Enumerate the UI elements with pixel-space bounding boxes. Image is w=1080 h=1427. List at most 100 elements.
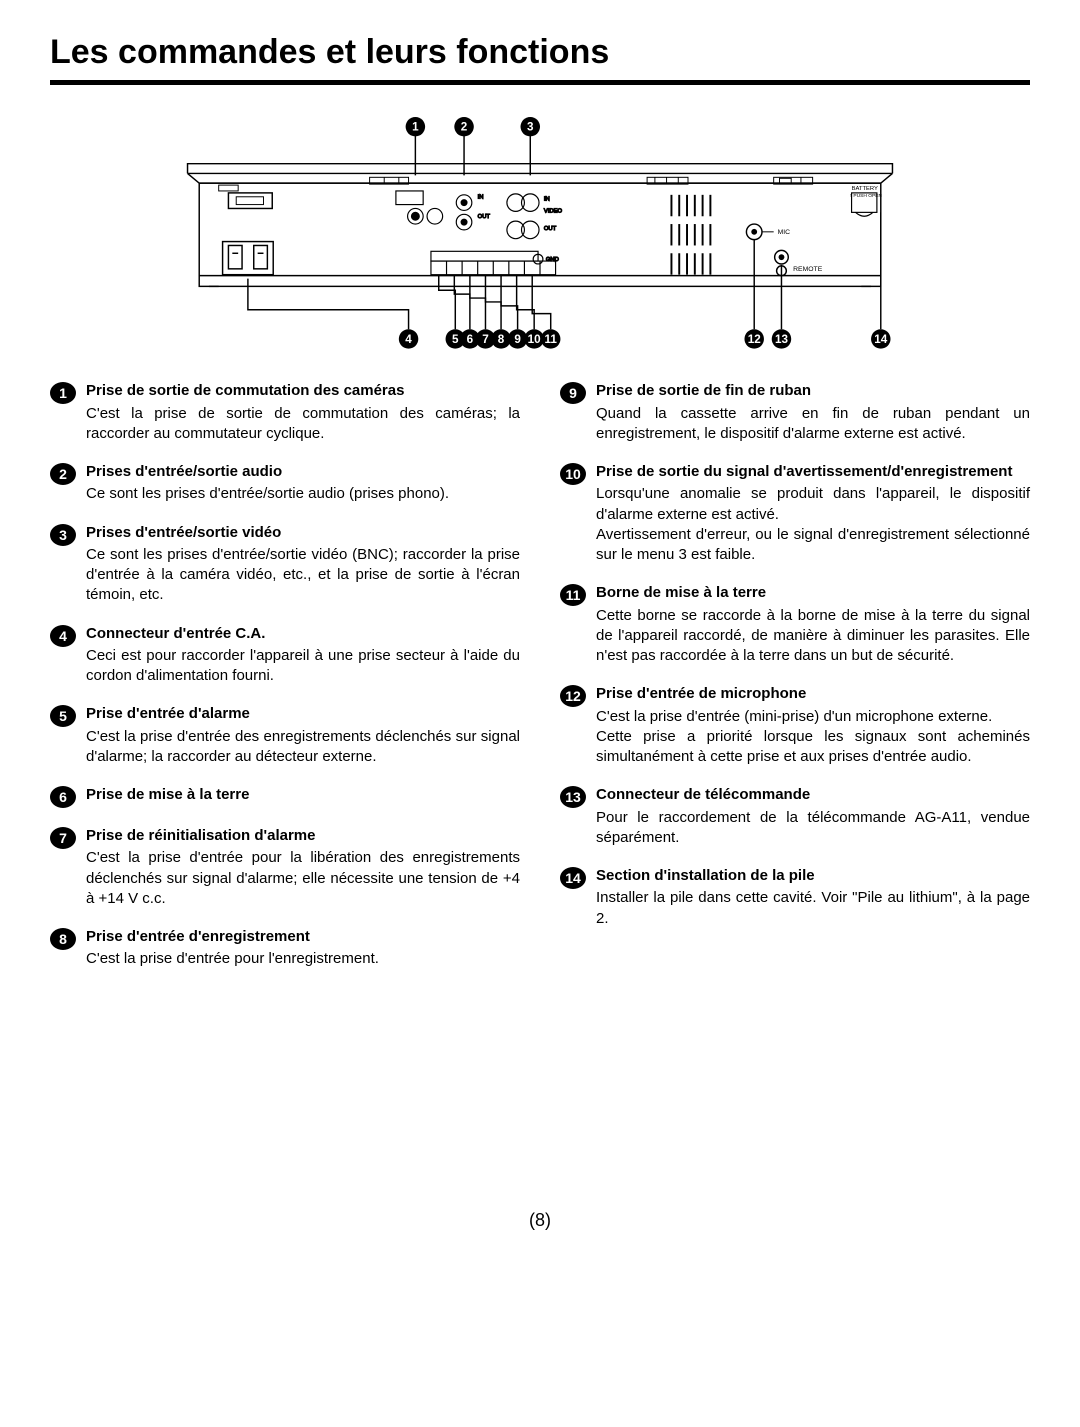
callout-badge: 13 (560, 786, 586, 808)
callout-body: Prise de réinitialisation d'alarmeC'est … (86, 826, 520, 909)
callout-item-9: 9 Prise de sortie de fin de ruban Quand la… (560, 381, 1030, 444)
callout-body: Connecteur d'entrée C.A.Ceci est pour ra… (86, 624, 520, 687)
callout-title: Prises d'entrée/sortie vidéo (86, 523, 520, 543)
callout-item-12: 12 Prise d'entrée de microphone C'est la p… (560, 684, 1030, 767)
svg-text:OUT: OUT (478, 214, 491, 220)
diagram-callout-8: 8 (498, 333, 505, 346)
diagram-callout-13: 13 (775, 333, 788, 346)
callout-badge: 6 (50, 786, 76, 808)
svg-text:OUT: OUT (544, 226, 557, 232)
callout-desc: C'est la prise d'entrée pour l'enregistr… (86, 949, 520, 969)
remote-label: REMOTE (793, 266, 823, 273)
svg-text:GND: GND (546, 257, 559, 263)
callout-title: Prise de sortie de fin de ruban (596, 381, 1030, 401)
callout-badge: 4 (50, 625, 76, 647)
callout-badge: 2 (50, 463, 76, 485)
callout-desc: Lorsqu'une anomalie se produit dans l'ap… (596, 484, 1030, 565)
pushopen-label: ↑ PUSH OPEN (850, 193, 883, 199)
diagram-callout-14: 14 (874, 333, 887, 346)
callout-badge: 3 (50, 524, 76, 546)
callout-title: Prise de réinitialisation d'alarme (86, 826, 520, 846)
callout-title: Prise d'entrée d'enregistrement (86, 927, 520, 947)
description-columns: 1 Prise de sortie de commutation des camé… (50, 381, 1030, 987)
diagram-callout-6: 6 (467, 333, 474, 346)
callout-title: Prise d'entrée d'alarme (86, 704, 520, 724)
battery-label: BATTERY (852, 186, 878, 192)
callout-desc: C'est la prise d'entrée pour la libérati… (86, 848, 520, 909)
callout-body: Prises d'entrée/sortie vidéoCe sont les … (86, 523, 520, 606)
callout-body: Prises d'entrée/sortie audioCe sont les … (86, 462, 520, 505)
callout-title: Prise de sortie du signal d'avertissemen… (596, 462, 1030, 482)
mic-label: MIC (778, 229, 791, 236)
callout-item-7: 7 Prise de réinitialisation d'alarmeC'est… (50, 826, 520, 909)
diagram-callout-7: 7 (482, 333, 489, 346)
callout-item-6: 6 Prise de mise à la terre (50, 785, 520, 808)
page-title: Les commandes et leurs fonctions (50, 30, 1030, 85)
callout-desc: C'est la prise d'entrée des enregistreme… (86, 727, 520, 768)
callout-desc: Pour le raccordement de la télécommande … (596, 808, 1030, 849)
callout-desc: C'est la prise d'entrée (mini-prise) d'u… (596, 707, 1030, 768)
callout-item-8: 8 Prise d'entrée d'enregistrementC'est la… (50, 927, 520, 970)
callout-desc: Ce sont les prises d'entrée/sortie vidéo… (86, 545, 520, 606)
callout-title: Prise de sortie de commutation des camér… (86, 381, 520, 401)
callout-badge: 8 (50, 928, 76, 950)
diagram-callout-11: 11 (545, 333, 558, 346)
diagram-callout-1: 1 (412, 120, 419, 133)
callout-desc: Installer la pile dans cette cavité. Voi… (596, 888, 1030, 929)
svg-text:VIDEO: VIDEO (544, 208, 563, 214)
callout-body: Prise de sortie de fin de ruban Quand la … (596, 381, 1030, 444)
callout-item-14: 14 Section d'installation de la pileInsta… (560, 866, 1030, 929)
callout-title: Section d'installation de la pile (596, 866, 1030, 886)
diagram-callout-5: 5 (452, 333, 459, 346)
callout-item-5: 5 Prise d'entrée d'alarme C'est la prise d… (50, 704, 520, 767)
callout-badge: 7 (50, 827, 76, 849)
callout-title: Connecteur de télécommande (596, 785, 1030, 805)
callout-title: Connecteur d'entrée C.A. (86, 624, 520, 644)
callout-body: Prise de mise à la terre (86, 785, 520, 808)
callout-item-1: 1 Prise de sortie de commutation des camé… (50, 381, 520, 444)
callout-desc: Ce sont les prises d'entrée/sortie audio… (86, 484, 520, 504)
page-number: (8) (50, 1208, 1030, 1232)
callout-badge: 1 (50, 382, 76, 404)
callout-item-10: 10 Prise de sortie du signal d'avertissem… (560, 462, 1030, 565)
callout-badge: 11 (560, 584, 586, 606)
callout-title: Prise de mise à la terre (86, 785, 520, 805)
callout-title: Prise d'entrée de microphone (596, 684, 1030, 704)
svg-text:IN: IN (544, 197, 550, 203)
callout-body: Borne de mise à la terre Cette borne se r… (596, 583, 1030, 666)
callout-item-11: 11 Borne de mise à la terre Cette borne se… (560, 583, 1030, 666)
callout-title: Borne de mise à la terre (596, 583, 1030, 603)
callout-badge: 5 (50, 705, 76, 727)
callout-item-4: 4 Connecteur d'entrée C.A.Ceci est pour r… (50, 624, 520, 687)
callout-item-13: 13 Connecteur de télécommande Pour le racc… (560, 785, 1030, 848)
callout-body: Connecteur de télécommande Pour le raccor… (596, 785, 1030, 848)
callout-body: Prise de sortie du signal d'avertissemen… (596, 462, 1030, 565)
callout-body: Prise d'entrée d'enregistrementC'est la … (86, 927, 520, 970)
callout-item-3: 3 Prises d'entrée/sortie vidéoCe sont les… (50, 523, 520, 606)
left-column: 1 Prise de sortie de commutation des camé… (50, 381, 520, 987)
callout-badge: 12 (560, 685, 586, 707)
callout-badge: 10 (560, 463, 586, 485)
callout-badge: 9 (560, 382, 586, 404)
diagram-callout-3: 3 (527, 120, 534, 133)
rear-panel-diagram: 123 (170, 115, 910, 354)
callout-badge: 14 (560, 867, 586, 889)
callout-title: Prises d'entrée/sortie audio (86, 462, 520, 482)
callout-desc: Cette borne se raccorde à la borne de mi… (596, 606, 1030, 667)
right-column: 9 Prise de sortie de fin de ruban Quand la… (560, 381, 1030, 987)
diagram-callout-4: 4 (405, 333, 412, 346)
diagram-callout-9: 9 (514, 333, 521, 346)
callout-desc: Quand la cassette arrive en fin de ruban… (596, 404, 1030, 445)
callout-body: Prise d'entrée de microphone C'est la pri… (596, 684, 1030, 767)
diagram-callout-12: 12 (748, 333, 761, 346)
callout-item-2: 2 Prises d'entrée/sortie audioCe sont les… (50, 462, 520, 505)
callout-desc: C'est la prise de sortie de commutation … (86, 404, 520, 445)
diagram-callout-10: 10 (528, 333, 541, 346)
callout-body: Section d'installation de la pileInstall… (596, 866, 1030, 929)
diagram-container: 123 (50, 115, 1030, 354)
callout-body: Prise d'entrée d'alarme C'est la prise d'… (86, 704, 520, 767)
callout-body: Prise de sortie de commutation des camér… (86, 381, 520, 444)
diagram-callout-2: 2 (461, 120, 468, 133)
svg-text:IN: IN (478, 195, 484, 201)
callout-desc: Ceci est pour raccorder l'appareil à une… (86, 646, 520, 687)
